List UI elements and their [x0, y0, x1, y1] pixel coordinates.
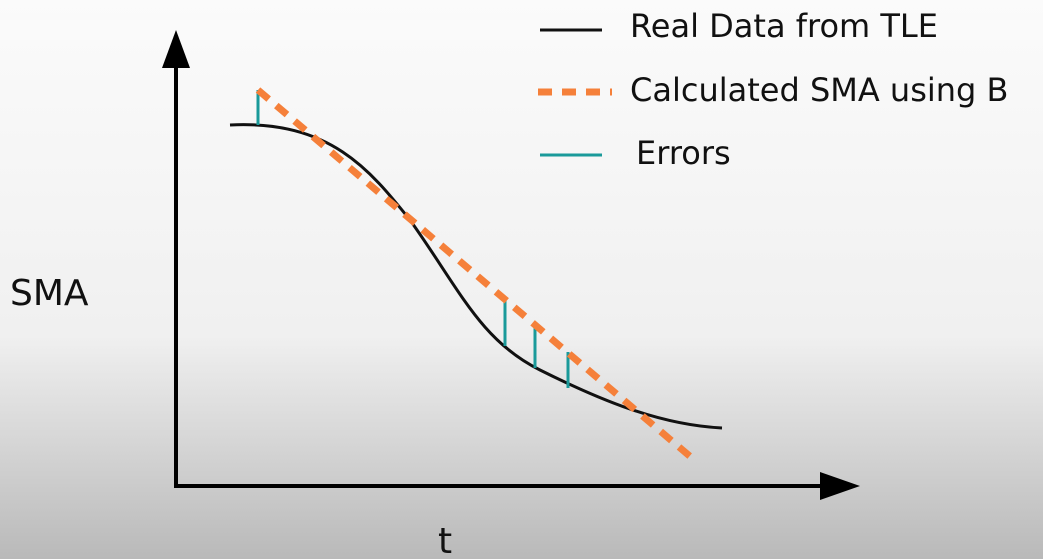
x-axis-label: t [438, 521, 452, 559]
real-data-curve [229, 123, 723, 430]
legend-label: Real Data from TLE [630, 7, 938, 45]
y-arrow [162, 30, 190, 68]
errors [256, 90, 570, 388]
legend-label: Calculated SMA using B [630, 71, 1008, 109]
y-axis-label: SMA [10, 273, 89, 314]
x-arrow [820, 472, 860, 500]
legend-label: Errors [636, 134, 731, 172]
